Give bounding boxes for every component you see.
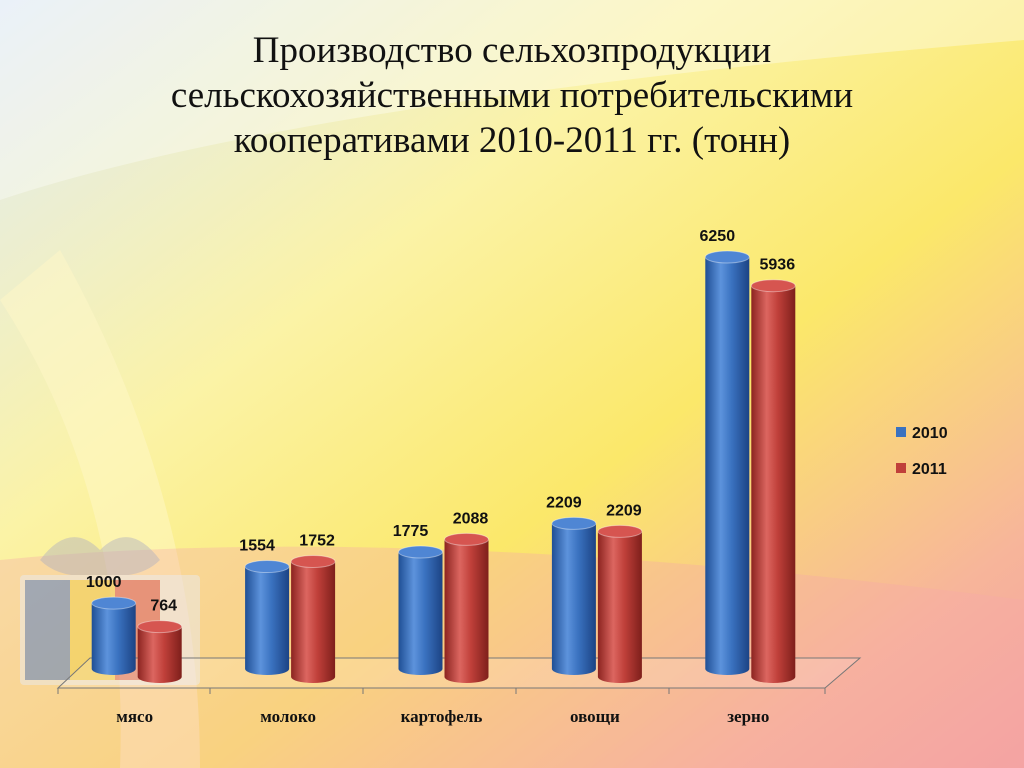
bar-top [137,620,183,634]
bar-body [137,626,182,683]
bar-2010-зерно [704,250,750,675]
value-label: 6250 [700,228,736,245]
legend-swatch-2010 [896,427,906,437]
bar-top [444,532,489,546]
bar-body [245,566,290,675]
bar-body [705,257,750,675]
bars [91,250,796,683]
value-label: 2088 [453,510,489,527]
bar-top [398,545,443,559]
category-label: овощи [570,707,620,726]
bar-body [597,531,642,683]
bar-2010-молоко [244,560,290,675]
category-labels: мясо молоко картофель овощи зерно [116,707,769,726]
value-label: 1554 [239,538,275,555]
bar-body [551,523,596,675]
legend-swatch-2011 [896,463,906,473]
bar-body [398,551,443,675]
bar-2010-овощи [551,516,597,675]
category-label: зерно [727,707,769,726]
bar-2010-картофель [398,545,443,675]
bar-top [290,555,336,569]
value-labels: 1000 764 1554 1752 1775 2088 2209 2209 6250 5936 [86,228,795,615]
bar-top [551,516,597,530]
bar-body [751,285,796,683]
chart-title: Производство сельхозпродукции сельскохоз… [170,30,854,161]
bar-body [291,561,336,683]
bar-top [597,524,643,538]
bar-2011-зерно [750,279,796,683]
bar-2010-мясо [91,596,137,675]
bar-top [704,250,750,264]
bar-2011-молоко [290,555,336,683]
bar-2011-мясо [137,620,183,683]
value-label: 2209 [546,494,582,511]
legend: 2010 2011 [896,425,948,478]
category-label: картофель [401,707,483,726]
category-label: мясо [116,707,153,726]
bar-body [91,603,136,675]
value-label: 2209 [606,502,642,519]
value-label: 5936 [760,257,796,274]
bar-top [91,596,137,610]
value-label: 1775 [393,523,429,540]
legend-label-2010: 2010 [912,425,948,442]
category-label: молоко [260,707,316,726]
bar-2011-картофель [444,532,489,683]
value-label: 1000 [86,574,122,591]
bar-2011-овощи [597,524,643,683]
bar-body [444,539,489,683]
value-label: 764 [150,598,177,615]
value-label: 1752 [299,533,335,550]
legend-label-2011: 2011 [912,461,947,478]
bar-top [244,560,290,574]
bar-top [750,279,796,293]
